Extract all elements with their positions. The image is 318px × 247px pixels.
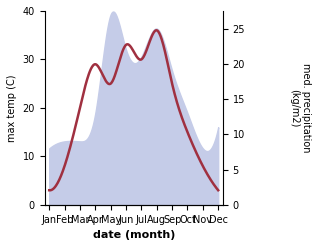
X-axis label: date (month): date (month) [93, 230, 175, 240]
Y-axis label: max temp (C): max temp (C) [7, 74, 17, 142]
Y-axis label: med. precipitation
(kg/m2): med. precipitation (kg/m2) [289, 63, 311, 153]
